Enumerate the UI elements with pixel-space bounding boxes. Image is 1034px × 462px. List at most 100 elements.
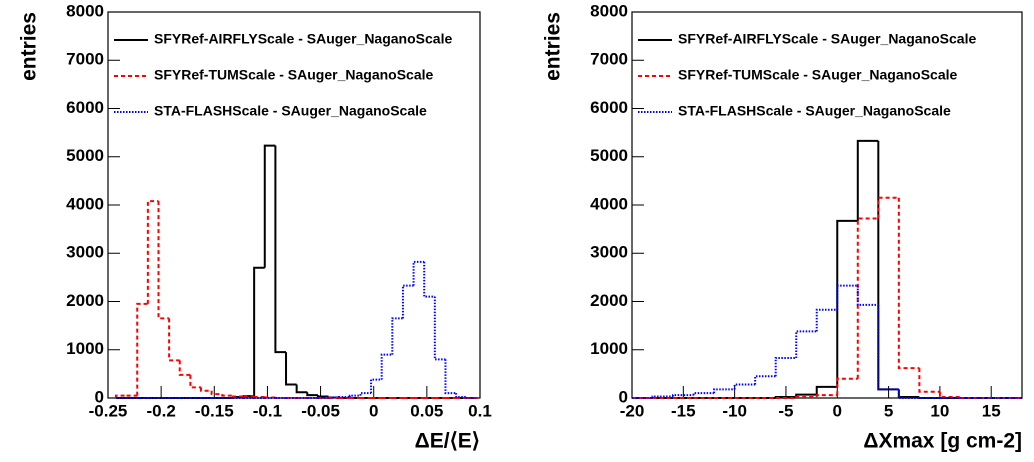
legend-label: STA-FLASHScale - SAuger_NaganoScale	[678, 103, 951, 119]
histogram-bin	[692, 392, 715, 396]
y-tick-label: 6000	[590, 98, 628, 117]
histogram-bin	[200, 387, 212, 392]
histogram-bin	[795, 393, 817, 398]
legend-label: SFYRef-AIRFLYScale - SAuger_NaganoScale	[678, 31, 976, 47]
y-tick-label: 7000	[66, 50, 104, 69]
histogram-bin	[856, 139, 879, 221]
histogram-bin	[285, 352, 297, 386]
x-tick-label: -15	[671, 401, 696, 420]
histogram-bin	[189, 374, 201, 389]
histogram-bin	[918, 397, 940, 399]
histogram-bin	[754, 375, 776, 385]
histogram-bin	[918, 368, 940, 393]
y-tick-label: 6000	[66, 98, 104, 117]
histogram-bin	[146, 200, 159, 304]
y-tick-label: 5000	[590, 146, 628, 165]
histogram-bin	[316, 395, 329, 398]
histogram-bin	[231, 395, 244, 398]
histogram-bin	[423, 261, 435, 298]
y-tick-label: 0	[619, 387, 628, 406]
x-tick-label: -0.25	[89, 401, 128, 420]
histogram-bin	[897, 197, 920, 370]
x-tick-label: -20	[620, 401, 645, 420]
histogram-bin	[897, 389, 920, 399]
histogram-bin	[815, 394, 838, 398]
y-axis-label: entries	[18, 12, 41, 81]
legend-label: STA-FLASHScale - SAuger_NaganoScale	[154, 103, 427, 119]
histogram-bin	[348, 394, 361, 398]
x-tick-label: -10	[722, 401, 747, 420]
histogram-bin	[836, 219, 858, 387]
histogram-bin	[959, 397, 981, 399]
x-tick-label: 0.05	[410, 401, 443, 420]
histogram-bin	[274, 145, 287, 354]
histogram-bin	[263, 144, 276, 268]
x-tick-label: -0.15	[195, 401, 234, 420]
histogram-bin	[444, 359, 457, 395]
histogram-bin	[897, 389, 920, 399]
histogram-bin	[114, 394, 127, 398]
y-axis-label: entries	[542, 12, 565, 81]
histogram-bin	[877, 140, 899, 391]
histogram-bin	[713, 388, 735, 394]
histogram-bin	[370, 378, 382, 394]
histogram-bin	[795, 330, 817, 358]
legend-label: SFYRef-TUMScale - SAuger_NaganoScale	[154, 67, 434, 83]
histogram-bin	[306, 392, 318, 397]
legend-label: SFYRef-AIRFLYScale - SAuger_NaganoScale	[154, 31, 452, 47]
y-tick-label: 1000	[590, 339, 628, 358]
histogram-bin	[774, 396, 797, 399]
x-axis-label: ΔXmax [g cm-2]	[863, 430, 1022, 453]
histogram-bin	[221, 394, 233, 397]
histogram-bin	[836, 377, 858, 396]
histogram-bin	[136, 302, 148, 396]
y-tick-label: 1000	[66, 339, 104, 358]
y-tick-label: 4000	[66, 194, 104, 213]
x-tick-label: -0.05	[301, 401, 340, 420]
histogram-bin	[836, 284, 858, 310]
histogram-bin	[210, 390, 223, 396]
histogram-bin	[455, 393, 467, 399]
y-tick-label: 3000	[66, 243, 104, 262]
x-tick-label: 10	[930, 401, 949, 420]
histogram-bin	[465, 397, 478, 399]
histogram-bin	[168, 318, 180, 362]
histogram-bin	[774, 356, 797, 377]
histogram-bin	[391, 317, 403, 355]
x-tick-label: 0.1	[468, 401, 492, 420]
y-tick-label: 7000	[590, 50, 628, 69]
histogram-bin	[157, 201, 170, 320]
legend-label: SFYRef-TUMScale - SAuger_NaganoScale	[678, 67, 958, 83]
histogram-bin	[253, 266, 265, 397]
histogram-bin	[672, 394, 694, 397]
x-tick-label: -0.2	[146, 401, 175, 420]
histogram-bin	[401, 284, 414, 319]
y-tick-label: 4000	[590, 194, 628, 213]
y-tick-label: 8000	[590, 1, 628, 20]
histogram-bin	[359, 392, 372, 396]
y-tick-label: 2000	[66, 291, 104, 310]
histogram-bin	[651, 395, 674, 398]
histogram-bin	[733, 383, 756, 390]
histogram-bin	[412, 260, 425, 286]
histogram-bin	[877, 196, 899, 219]
histogram-bin	[856, 285, 879, 306]
y-tick-label: 8000	[66, 1, 104, 20]
y-tick-label: 0	[95, 387, 104, 406]
histogram-bin	[856, 217, 879, 379]
x-tick-label: 15	[982, 401, 1001, 420]
histogram-bin	[815, 308, 838, 332]
histogram-bin	[877, 304, 899, 391]
histogram-bin	[938, 391, 961, 399]
x-tick-label: -5	[778, 401, 793, 420]
histogram-bin	[795, 396, 817, 399]
histogram-bin	[380, 353, 393, 380]
x-tick-label: 5	[884, 401, 893, 420]
histogram-bin	[815, 385, 838, 395]
histogram-bin	[178, 360, 191, 376]
histogram-bin	[433, 296, 446, 361]
y-tick-label: 2000	[590, 291, 628, 310]
y-tick-label: 3000	[590, 243, 628, 262]
x-tick-label: 0	[369, 401, 378, 420]
